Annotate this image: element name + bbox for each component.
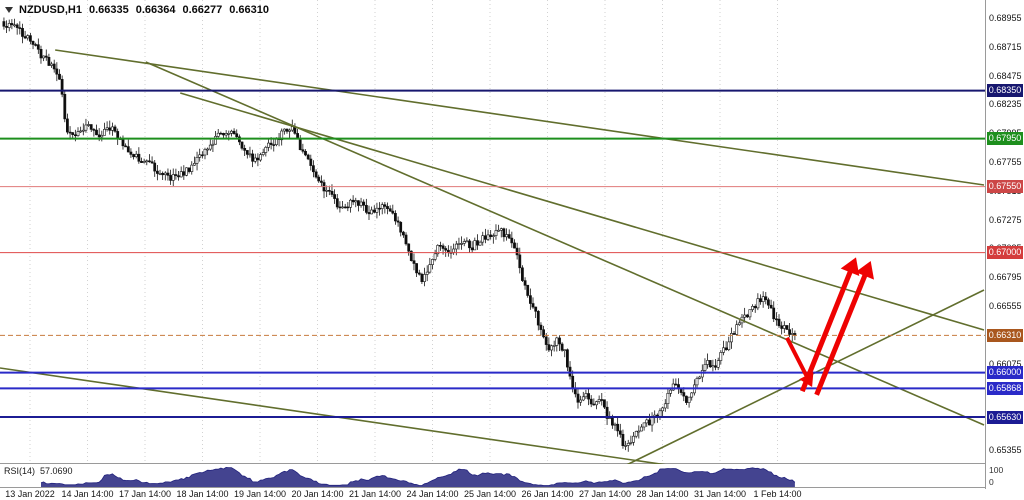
high-price-label: 0.66364: [135, 4, 176, 16]
price-tick-label: 0.65355: [989, 445, 1022, 455]
trend-arrow-head[interactable]: [840, 257, 860, 276]
trendlines-layer[interactable]: [0, 49, 985, 464]
time-axis[interactable]: 13 Jan 2022 14 Jan 14:00 17 Jan 14:00 18 Ja…: [0, 489, 1024, 500]
trendline[interactable]: [600, 289, 985, 464]
time-tick-label: 24 Jan 14:00: [406, 489, 459, 499]
price-tick-label: 0.68955: [989, 13, 1022, 23]
price-level-badge: 0.67000: [987, 246, 1023, 260]
price-level-badge: 0.66000: [987, 366, 1023, 380]
one-click-trading-arrow-icon[interactable]: [5, 7, 13, 14]
rsi-value: 57.0690: [40, 466, 73, 476]
time-tick-label: 27 Jan 14:00: [578, 489, 632, 499]
time-tick-label: 13 Jan 2022: [5, 489, 55, 499]
time-tick-label: 26 Jan 14:00: [521, 489, 574, 499]
rsi-scale-top: 100: [989, 465, 1004, 475]
rsi-scale-bottom: 0: [989, 477, 994, 487]
rsi-line: [40, 466, 796, 486]
trend-arrow[interactable]: [785, 336, 810, 379]
time-tick-label: 1 Feb 14:00: [753, 489, 802, 499]
trend-arrow[interactable]: [814, 271, 869, 396]
time-tick-label: 21 Jan 14:00: [348, 489, 402, 499]
time-tick-label: 19 Jan 14:00: [233, 489, 287, 499]
price-level-badge: 0.68350: [987, 84, 1023, 98]
trendline[interactable]: [145, 61, 985, 426]
price-tick-label: 0.68475: [989, 70, 1022, 81]
price-tick-label: 0.68715: [989, 41, 1022, 52]
price-tick-label: 0.66795: [989, 272, 1022, 283]
price-level-badge: 0.65630: [987, 410, 1023, 424]
price-tick-label: 0.67275: [989, 214, 1022, 225]
trendline[interactable]: [55, 49, 985, 186]
time-tick-label: 31 Jan 14:00: [693, 489, 747, 499]
price-tick-label: 0.68235: [989, 99, 1022, 110]
low-price-label: 0.66277: [182, 4, 223, 16]
price-axis[interactable]: 100 0 0.689550.687150.684750.682350.6799…: [985, 0, 1024, 489]
trend-arrow-head[interactable]: [855, 261, 875, 280]
trendline[interactable]: [0, 367, 701, 464]
levels-layer[interactable]: [0, 89, 985, 418]
price-tick-label: 0.66555: [989, 301, 1022, 311]
price-tick-label: 0.66075: [989, 358, 1022, 369]
price-tick-label: 0.67755: [989, 157, 1022, 167]
open-price-label: 0.66335: [88, 4, 129, 16]
close-price-label: 0.66310: [229, 4, 270, 16]
grid-layer: [29, 0, 778, 464]
rsi-indicator-panel[interactable]: RSI(14) 57.0690: [0, 465, 985, 488]
time-tick-label: 20 Jan 14:00: [291, 489, 344, 499]
arrows-layer[interactable]: [785, 257, 875, 396]
time-tick-label: 14 Jan 14:00: [61, 489, 114, 499]
time-tick-label: 17 Jan 14:00: [118, 489, 172, 499]
symbol-timeframe-label: NZDUSD,H1: [19, 4, 82, 16]
price-level-badge: 0.67950: [987, 132, 1023, 146]
time-tick-label: 18 Jan 14:00: [176, 489, 229, 499]
trendline[interactable]: [180, 92, 985, 331]
rsi-chart-canvas[interactable]: [0, 465, 985, 487]
symbol-ohlc-label: NZDUSD,H1 0.66335 0.66364 0.66277 0.66310: [5, 4, 269, 16]
candlestick-chart-area[interactable]: NZDUSD,H1 0.66335 0.66364 0.66277 0.66310: [0, 0, 985, 464]
rsi-name: RSI(14): [4, 466, 36, 476]
price-level-badge: 0.67550: [987, 180, 1023, 194]
trend-arrow[interactable]: [799, 268, 854, 393]
rsi-indicator-label: RSI(14) 57.0690: [4, 466, 73, 476]
time-tick-label: 28 Jan 14:00: [636, 489, 689, 499]
price-chart-canvas[interactable]: [0, 0, 985, 464]
time-tick-label: 25 Jan 14:00: [463, 489, 517, 499]
current-price-badge: 0.66310: [987, 328, 1023, 342]
rsi-area: [41, 467, 795, 487]
price-level-badge: 0.65868: [987, 381, 1023, 395]
candles-layer: [2, 17, 797, 452]
